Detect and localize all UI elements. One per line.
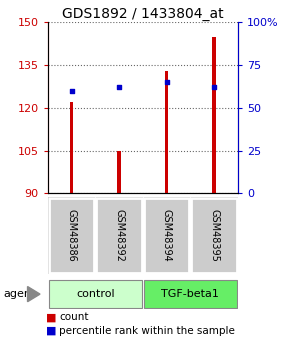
FancyBboxPatch shape xyxy=(96,198,142,273)
Point xyxy=(164,79,169,85)
Text: GSM48394: GSM48394 xyxy=(162,209,172,262)
Bar xyxy=(70,102,73,193)
Text: GSM48395: GSM48395 xyxy=(209,209,219,262)
Text: GSM48386: GSM48386 xyxy=(67,209,77,262)
FancyBboxPatch shape xyxy=(144,198,189,273)
Text: count: count xyxy=(59,313,89,322)
Text: ■: ■ xyxy=(46,313,57,322)
Text: control: control xyxy=(76,289,115,299)
Text: TGF-beta1: TGF-beta1 xyxy=(161,289,219,299)
FancyBboxPatch shape xyxy=(49,198,94,273)
FancyBboxPatch shape xyxy=(49,280,142,308)
FancyBboxPatch shape xyxy=(144,280,237,308)
Point xyxy=(212,85,216,90)
Title: GDS1892 / 1433804_at: GDS1892 / 1433804_at xyxy=(62,7,224,21)
Text: ■: ■ xyxy=(46,326,57,335)
Text: GSM48392: GSM48392 xyxy=(114,209,124,262)
FancyBboxPatch shape xyxy=(191,198,237,273)
Text: agent: agent xyxy=(3,289,35,299)
Bar xyxy=(117,150,121,193)
Point xyxy=(69,88,74,93)
Text: percentile rank within the sample: percentile rank within the sample xyxy=(59,326,235,335)
Point xyxy=(117,85,122,90)
Bar xyxy=(212,37,216,193)
Bar xyxy=(165,71,168,193)
Polygon shape xyxy=(28,286,40,302)
